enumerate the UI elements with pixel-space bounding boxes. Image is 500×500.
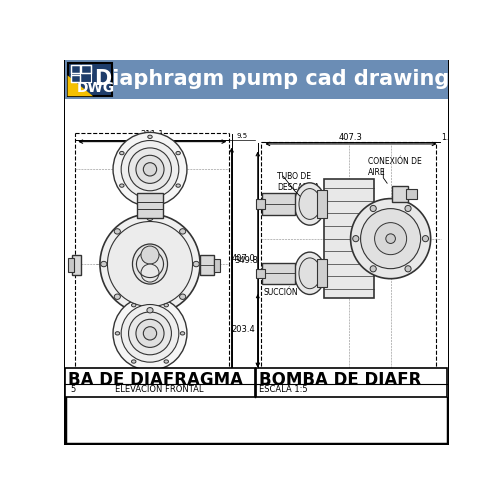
Bar — [64, 60, 448, 98]
Text: ESCALA 1:5: ESCALA 1:5 — [260, 385, 308, 394]
Ellipse shape — [147, 215, 153, 220]
Ellipse shape — [120, 184, 124, 188]
Text: 159.6: 159.6 — [152, 387, 174, 396]
Ellipse shape — [180, 332, 184, 335]
Ellipse shape — [176, 152, 180, 154]
Ellipse shape — [299, 188, 320, 220]
Ellipse shape — [114, 228, 120, 234]
Circle shape — [113, 132, 187, 206]
Bar — [256, 200, 266, 208]
Bar — [262, 262, 295, 284]
Bar — [262, 193, 295, 215]
Polygon shape — [68, 76, 93, 96]
Text: ELEVACIÓN FRONTAL: ELEVACIÓN FRONTAL — [115, 385, 204, 394]
Ellipse shape — [132, 304, 136, 307]
Bar — [68, 63, 112, 96]
Text: 203.4: 203.4 — [232, 325, 256, 334]
Text: 5: 5 — [70, 385, 75, 394]
Circle shape — [128, 312, 172, 355]
Circle shape — [128, 148, 172, 191]
Text: 349.8: 349.8 — [234, 256, 258, 264]
Bar — [68, 258, 74, 272]
Text: Diaphragm pump cad drawing: Diaphragm pump cad drawing — [94, 69, 449, 89]
Circle shape — [121, 304, 179, 362]
Ellipse shape — [132, 360, 136, 363]
Circle shape — [136, 320, 164, 347]
Bar — [200, 255, 214, 275]
Bar — [214, 260, 220, 272]
Ellipse shape — [114, 294, 120, 300]
Circle shape — [141, 246, 159, 264]
Bar — [70, 108, 246, 385]
Circle shape — [144, 326, 156, 340]
Ellipse shape — [294, 252, 325, 294]
Circle shape — [386, 234, 396, 243]
Text: 1.: 1. — [441, 132, 448, 141]
Bar — [256, 268, 266, 278]
Ellipse shape — [294, 183, 325, 225]
Bar — [256, 368, 447, 398]
Circle shape — [144, 162, 156, 176]
Bar — [318, 190, 326, 218]
Bar — [137, 193, 163, 218]
Circle shape — [374, 222, 406, 254]
Ellipse shape — [100, 262, 107, 266]
Circle shape — [360, 208, 420, 268]
Text: 127.6: 127.6 — [158, 382, 180, 392]
Ellipse shape — [299, 258, 320, 288]
Ellipse shape — [147, 308, 153, 313]
Bar — [406, 188, 417, 200]
Circle shape — [100, 214, 200, 314]
Bar — [70, 66, 80, 73]
Bar — [64, 368, 254, 398]
Circle shape — [113, 296, 187, 370]
Text: 12.7: 12.7 — [212, 378, 229, 387]
Bar — [318, 260, 326, 287]
Text: 255.3: 255.3 — [378, 380, 400, 390]
Ellipse shape — [193, 262, 200, 266]
Circle shape — [352, 236, 359, 242]
Text: 407.0: 407.0 — [232, 254, 256, 263]
Circle shape — [121, 140, 179, 198]
Text: BOMBA DE DIAFR: BOMBA DE DIAFR — [260, 371, 422, 389]
Ellipse shape — [120, 152, 124, 154]
Bar — [256, 108, 447, 385]
Bar — [324, 179, 374, 298]
Circle shape — [422, 236, 428, 242]
Circle shape — [405, 206, 411, 212]
Circle shape — [370, 266, 376, 272]
Ellipse shape — [176, 184, 180, 188]
Ellipse shape — [132, 244, 168, 284]
Circle shape — [370, 206, 376, 212]
Bar — [64, 100, 448, 398]
Circle shape — [136, 156, 164, 184]
Circle shape — [405, 266, 411, 272]
Ellipse shape — [164, 304, 168, 307]
Text: TUBO DE
DESCARGA: TUBO DE DESCARGA — [277, 172, 320, 192]
Text: 211.1: 211.1 — [140, 130, 164, 140]
Bar — [392, 186, 407, 202]
Ellipse shape — [180, 228, 186, 234]
Bar — [70, 74, 80, 82]
Text: 9.5: 9.5 — [236, 134, 247, 140]
Ellipse shape — [148, 200, 152, 203]
Bar — [82, 66, 90, 73]
Ellipse shape — [180, 294, 186, 300]
Text: 407.3: 407.3 — [340, 386, 362, 394]
Text: TUBO DE
SUCCIÓN: TUBO DE SUCCIÓN — [263, 277, 298, 297]
Circle shape — [350, 198, 430, 278]
Bar — [72, 255, 82, 275]
Text: 103.0: 103.0 — [290, 380, 312, 390]
Text: CONEXIÓN DE
AIRE: CONEXIÓN DE AIRE — [368, 157, 422, 177]
Text: DWG: DWG — [77, 80, 115, 94]
Bar — [64, 100, 448, 398]
Text: BA DE DIAFRAGMA: BA DE DIAFRAGMA — [68, 371, 242, 389]
Circle shape — [141, 264, 159, 282]
Ellipse shape — [164, 360, 168, 363]
Circle shape — [108, 222, 192, 306]
Ellipse shape — [148, 135, 152, 138]
Ellipse shape — [115, 332, 119, 335]
Text: 407.3: 407.3 — [339, 132, 363, 141]
